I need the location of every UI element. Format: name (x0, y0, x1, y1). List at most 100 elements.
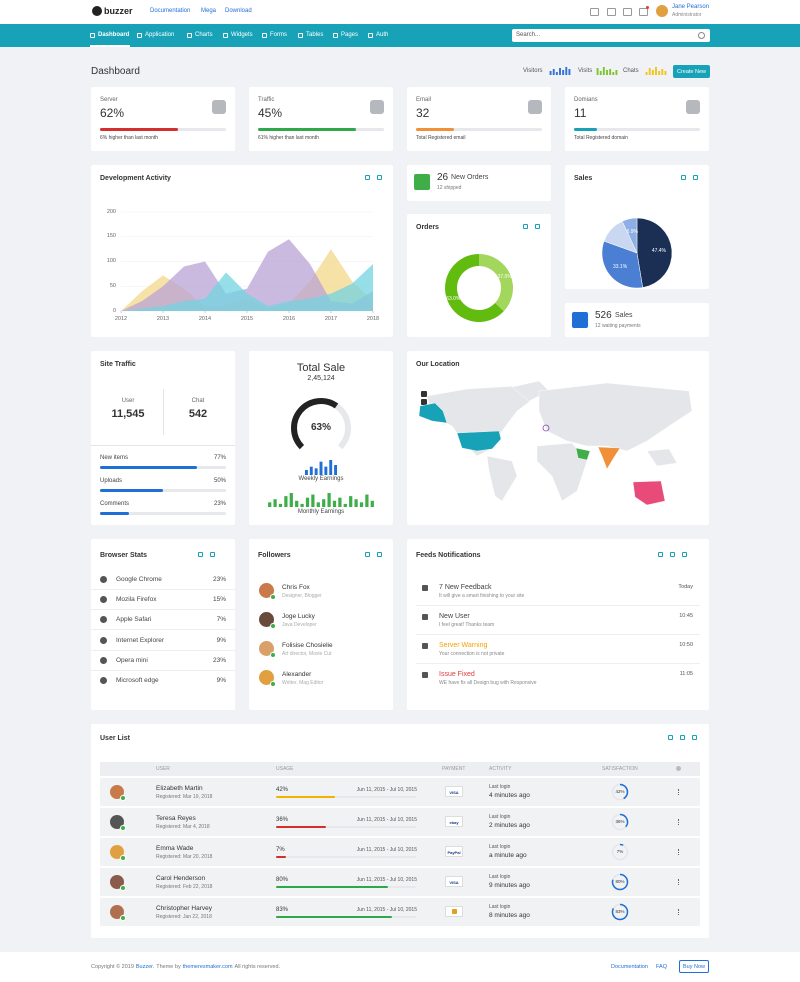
nav-item[interactable]: Charts (195, 32, 213, 38)
satisfaction-label: 80% (615, 879, 625, 884)
feed-title[interactable]: New User (439, 613, 470, 620)
card-control[interactable] (681, 175, 686, 180)
card-control[interactable] (377, 552, 382, 557)
create-button[interactable]: Create New (673, 65, 710, 78)
bar (273, 499, 277, 507)
nav-item[interactable]: Forms (270, 32, 287, 38)
table-row: Christopher Harvey Registered: Jan 22, 20… (100, 898, 700, 926)
user-name[interactable]: Jane Pearson (672, 4, 710, 10)
footer-link[interactable]: FAQ (656, 964, 668, 970)
follower-name: Alexander (282, 671, 312, 678)
browser-name: Google Chrome (116, 576, 162, 583)
row-menu[interactable] (678, 819, 680, 825)
row-menu[interactable] (678, 879, 680, 885)
nav-item[interactable]: Dashboard (98, 32, 130, 38)
top-link[interactable]: Mega (201, 8, 217, 14)
card-control[interactable] (682, 552, 687, 557)
map-land (538, 382, 693, 452)
user-registered: Registered: Mar 19, 2018 (156, 794, 213, 800)
card-control[interactable] (210, 552, 215, 557)
follower-name: Joge Lucky (282, 613, 315, 620)
search-box[interactable]: Search... (512, 29, 710, 42)
orders-card: Orders 37.0% 63.0% (407, 214, 551, 337)
bar (664, 71, 667, 75)
browser-value: 9% (216, 677, 226, 684)
card-control[interactable] (693, 175, 698, 180)
traffic-item-value: 50% (213, 478, 226, 484)
footer-text[interactable]: Buzzer. (135, 964, 155, 970)
card-control[interactable] (692, 735, 697, 740)
progress-track (100, 489, 226, 492)
feed-title[interactable]: Issue Fixed (439, 671, 475, 678)
row-menu[interactable] (678, 849, 680, 855)
payment-badge: VISA (445, 786, 463, 797)
zoom-out[interactable] (421, 399, 427, 405)
new-orders-card: 26 New Orders 12 shipped (407, 165, 551, 201)
card-control[interactable] (670, 552, 675, 557)
column-header: PAYMENT (442, 766, 466, 772)
usage-label: 7% (276, 847, 285, 853)
top-icon[interactable] (590, 8, 599, 16)
top-link[interactable]: Documentation (150, 8, 191, 14)
card-control[interactable] (365, 552, 370, 557)
footer-text: Copyright © 2019 (91, 964, 134, 970)
avatar[interactable] (656, 5, 668, 17)
bar (602, 67, 605, 75)
user-registered: Registered: Mar 20, 2018 (156, 854, 213, 860)
footer-link[interactable]: Documentation (611, 964, 648, 970)
bar (648, 68, 651, 75)
card-control[interactable] (377, 175, 382, 180)
card-control[interactable] (365, 175, 370, 180)
bar (295, 500, 299, 507)
progress-bar (416, 128, 454, 131)
bar (568, 69, 571, 75)
card-control[interactable] (198, 552, 203, 557)
nav-item[interactable]: Pages (341, 32, 359, 38)
row-menu[interactable] (678, 909, 680, 915)
bar (305, 497, 310, 507)
card-control[interactable] (523, 224, 528, 229)
top-icon[interactable] (607, 8, 616, 16)
top-link[interactable]: Download (225, 8, 252, 14)
nav-item[interactable]: Application (145, 32, 175, 38)
feed-time: 10:45 (679, 613, 693, 619)
browser-name: Apple Safari (116, 616, 152, 624)
zoom-in[interactable] (421, 391, 427, 397)
card-control[interactable] (680, 735, 685, 740)
map-region (597, 446, 621, 470)
usage-label: 80% (276, 877, 289, 883)
stat-value: 62% (100, 106, 125, 120)
usage-period: Jun 11, 2015 - Jul 10, 2015 (356, 907, 417, 913)
follower-name: Folisise Chosielie (282, 642, 333, 649)
progress-bar (276, 886, 388, 888)
x-tick-label: 2014 (198, 316, 212, 322)
bar (562, 70, 565, 75)
last-seen: 2 minutes ago (489, 822, 530, 829)
brand[interactable]: buzzer (104, 6, 133, 16)
feed-icon (422, 643, 428, 649)
feed-title[interactable]: 7 New Feedback (439, 584, 492, 591)
logo-icon (92, 6, 102, 16)
row-menu[interactable] (678, 789, 680, 795)
card-control[interactable] (668, 735, 673, 740)
card-control[interactable] (658, 552, 663, 557)
bar (322, 499, 326, 507)
stat-icon (212, 100, 226, 114)
feed-title[interactable]: Server Warning (439, 642, 488, 649)
user-registered: Registered: Jan 22, 2018 (156, 914, 212, 920)
top-icon[interactable] (639, 8, 648, 16)
footer-text[interactable]: themeresmaker.com (182, 964, 233, 970)
progress-bar (574, 128, 597, 131)
nav-item[interactable]: Auth (376, 32, 389, 38)
gauge-value (291, 398, 339, 450)
stat-label: Domians (574, 97, 598, 103)
card-control[interactable] (535, 224, 540, 229)
bar (655, 67, 657, 75)
usage-label: 42% (276, 787, 289, 793)
nav-item[interactable]: Widgets (231, 32, 253, 38)
nav-item[interactable]: Tables (306, 32, 324, 38)
buy-button[interactable]: Buy Now (679, 960, 709, 973)
top-icon[interactable] (623, 8, 632, 16)
browser-icon (100, 576, 107, 583)
card-title: Development Activity (100, 175, 171, 182)
